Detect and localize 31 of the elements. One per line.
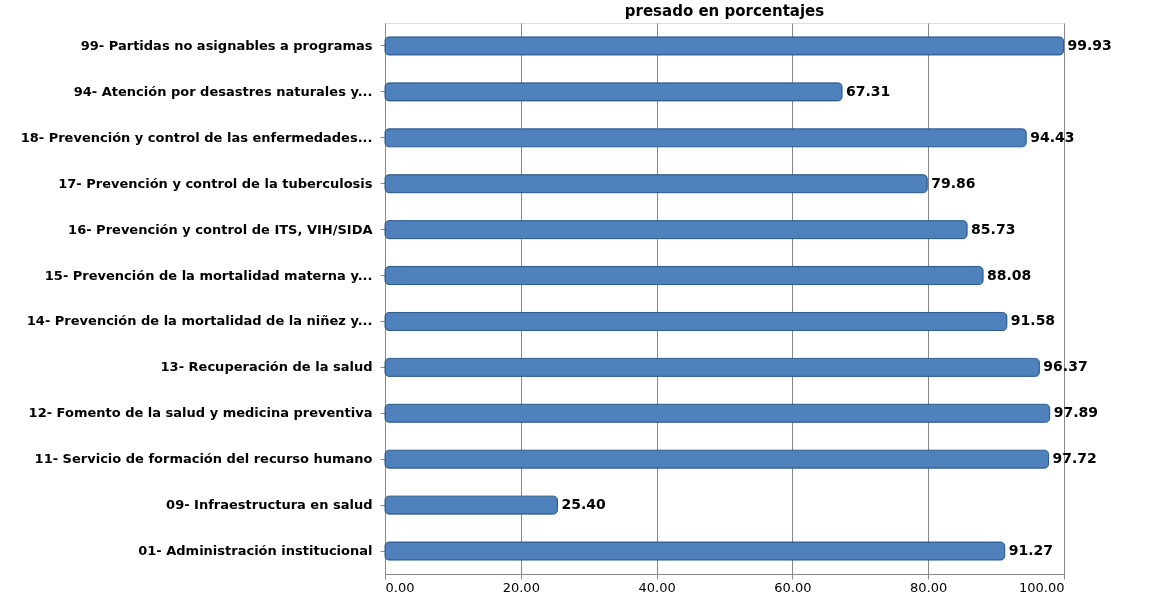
y-tick-label: 14- Prevención de la mortalidad de la niñez y... [26,313,373,329]
data-label: 96.37 [1043,358,1088,375]
y-tick-label: 09- Infraestructura en salud [166,497,373,513]
y-tick-label: 94- Atención por desastres naturales y... [73,83,373,99]
data-label: 99.93 [1067,36,1112,53]
data-label: 97.89 [1053,404,1098,421]
y-tick-label: 99- Partidas no asignables a programas [80,37,373,53]
data-label: 85.73 [971,220,1016,237]
y-tick-label: 16- Prevención y control de ITS, VIH/SIDA [68,221,373,237]
data-label: 25.40 [561,496,607,513]
y-tick-label: 18- Prevención y control de las enfermedades... [20,129,373,145]
y-tick-label: 12- Fomento de la salud y medicina preventiva [28,405,373,421]
x-tick-label: 60.00 [774,579,812,595]
data-label: 91.27 [1008,542,1054,559]
y-tick-label: 01- Administración institucional [138,543,373,559]
data-label: 88.08 [987,266,1032,283]
x-tick-label: 20.00 [502,579,540,595]
y-tick-label: 11- Servicio de formación del recurso humano [34,451,373,467]
data-label: 67.31 [846,82,891,99]
data-label: 94.43 [1030,128,1075,145]
chart-title: presado en porcentajes [624,2,825,20]
y-tick-label: 17- Prevención y control de la tuberculosis [58,175,373,191]
x-tick-label: 0.00 [385,579,415,595]
data-label: 91.58 [1010,312,1056,329]
y-tick-label: 15- Prevención de la mortalidad materna y... [44,267,373,283]
data-label: 79.86 [931,174,976,191]
y-tick-label: 13- Recuperación de la salud [160,359,373,375]
x-tick-label: 80.00 [910,579,948,595]
x-tick-label: 100.00 [1019,579,1065,595]
data-label: 97.72 [1052,450,1097,467]
x-tick-label: 40.00 [638,579,676,595]
